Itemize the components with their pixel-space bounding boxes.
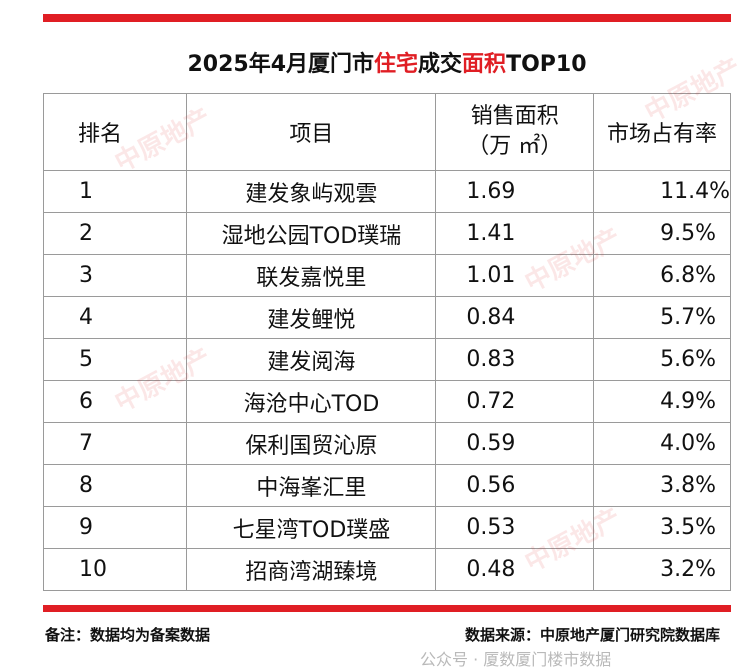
project-cell: 建发鲤悦 <box>186 296 437 339</box>
rank-cell: 5 <box>42 338 188 381</box>
header-sales-area-unit: （万 ㎡） <box>467 134 563 159</box>
project-cell: 联发嘉悦里 <box>186 254 437 297</box>
market-share-cell: 6.8% <box>593 254 731 297</box>
title-highlight-area: 面积 <box>462 52 507 77</box>
title-text-pre: 2025年4月厦门市 <box>187 52 375 77</box>
account-watermark-text: 公众号 · 厦数厦门楼市数据 <box>420 650 612 669</box>
rank-cell: 3 <box>42 254 188 297</box>
rank-cell: 1 <box>42 170 188 213</box>
project-cell: 保利国贸沁原 <box>186 422 437 465</box>
market-share-cell: 3.5% <box>593 506 731 549</box>
header-project: 项目 <box>186 93 437 171</box>
project-cell: 海沧中心TOD <box>186 380 437 423</box>
project-cell: 建发象屿观雲 <box>186 170 437 213</box>
table-row: 8 中海峯汇里 0.56 3.8% <box>42 464 731 507</box>
market-share-cell: 9.5% <box>593 212 731 255</box>
page-title: 2025年4月厦门市住宅成交面积TOP10 <box>43 46 731 78</box>
market-share-cell: 3.8% <box>593 464 731 507</box>
sales-area-cell: 0.56 <box>435 464 595 507</box>
header-sales-area: 销售面积 （万 ㎡） <box>435 93 595 171</box>
account-watermark: 公众号 · 厦数厦门楼市数据 <box>420 646 611 670</box>
rank-cell: 8 <box>42 464 188 507</box>
project-cell: 招商湾湖臻境 <box>186 548 437 591</box>
rank-cell: 7 <box>42 422 188 465</box>
sales-area-cell: 0.48 <box>435 548 595 591</box>
table-row: 5 建发阅海 0.83 5.6% <box>42 338 731 381</box>
rank-cell: 9 <box>42 506 188 549</box>
sales-area-cell: 0.72 <box>435 380 595 423</box>
sales-area-cell: 0.59 <box>435 422 595 465</box>
project-cell: 中海峯汇里 <box>186 464 437 507</box>
header-market-share: 市场占有率 <box>593 93 731 171</box>
market-share-cell: 4.0% <box>593 422 731 465</box>
market-share-cell: 3.2% <box>593 548 731 591</box>
header-sales-area-line1: 销售面积 <box>470 104 559 129</box>
table-row: 6 海沧中心TOD 0.72 4.9% <box>42 380 731 423</box>
sales-area-cell: 0.83 <box>435 338 595 381</box>
bottom-accent-bar <box>43 605 731 612</box>
table-row: 2 湿地公园TOD璞瑞 1.41 9.5% <box>42 212 731 255</box>
header-rank: 排名 <box>42 93 188 171</box>
market-share-cell: 5.6% <box>593 338 731 381</box>
market-share-cell: 11.4% <box>593 170 731 213</box>
footnote: 备注：数据均为备案数据 <box>45 626 211 644</box>
sales-area-cell: 0.53 <box>435 506 595 549</box>
top-accent-bar <box>43 14 731 22</box>
sales-area-cell: 1.69 <box>435 170 595 213</box>
table-row: 10 招商湾湖臻境 0.48 3.2% <box>42 548 731 591</box>
market-share-cell: 4.9% <box>593 380 731 423</box>
title-text-post: TOP10 <box>506 52 587 77</box>
project-cell: 湿地公园TOD璞瑞 <box>186 212 437 255</box>
rank-cell: 2 <box>42 212 188 255</box>
rank-cell: 4 <box>42 296 188 339</box>
table-row: 7 保利国贸沁原 0.59 4.0% <box>42 422 731 465</box>
ranking-table: 排名 项目 销售面积 （万 ㎡） 市场占有率 1 建发象屿观雲 1.69 11.4% 2… <box>42 93 731 591</box>
table-row: 4 建发鲤悦 0.84 5.7% <box>42 296 731 339</box>
table-row: 3 联发嘉悦里 1.01 6.8% <box>42 254 731 297</box>
market-share-cell: 5.7% <box>593 296 731 339</box>
title-highlight-residential: 住宅 <box>374 52 419 77</box>
data-source: 数据来源：中原地产厦门研究院数据库 <box>464 626 720 644</box>
rank-cell: 6 <box>42 380 188 423</box>
project-cell: 建发阅海 <box>186 338 437 381</box>
rank-cell: 10 <box>42 548 188 591</box>
table-row: 1 建发象屿观雲 1.69 11.4% <box>42 170 731 213</box>
table-header-row: 排名 项目 销售面积 （万 ㎡） 市场占有率 <box>42 93 731 171</box>
table-row: 9 七星湾TOD璞盛 0.53 3.5% <box>42 506 731 549</box>
project-cell: 七星湾TOD璞盛 <box>186 506 437 549</box>
sales-area-cell: 1.01 <box>435 254 595 297</box>
sales-area-cell: 0.84 <box>435 296 595 339</box>
sales-area-cell: 1.41 <box>435 212 595 255</box>
title-text-mid: 成交 <box>418 52 463 77</box>
